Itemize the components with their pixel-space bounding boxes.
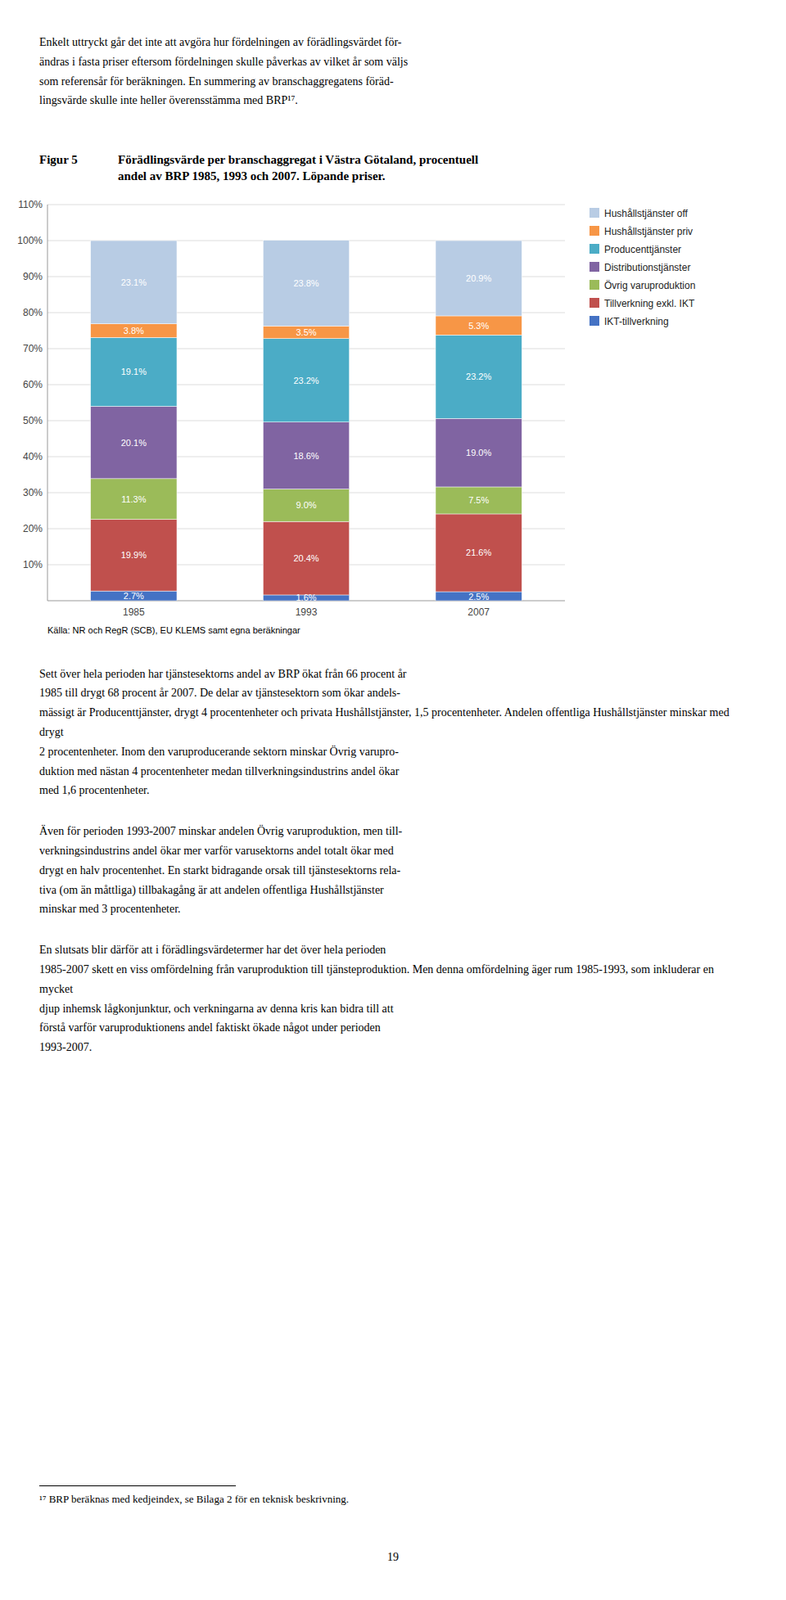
bar-segment — [90, 519, 177, 592]
y-tick-label: 60% — [22, 379, 43, 391]
chart: 10% 20% 30% 40% 50% 60% 70% 80% 90% 100% 110% 2.7% 1… — [0, 191, 786, 626]
bar-segment — [90, 406, 177, 479]
y-tick-label: 10% — [22, 559, 43, 571]
legend-entry: Tillverkning exkl. IKT — [604, 297, 696, 309]
data-label: 21.6% — [465, 547, 492, 558]
bar-segment — [90, 323, 177, 338]
bar-segment — [262, 239, 349, 326]
bar-segment — [435, 514, 522, 592]
paragraph: Även för perioden 1993-2007 minskar ande… — [39, 822, 747, 920]
grid-line — [47, 203, 565, 205]
y-tick-label: 100% — [17, 234, 43, 247]
y-tick-label: 30% — [22, 487, 43, 499]
legend-entry: IKT-tillverkning — [604, 315, 669, 327]
data-labels: 2.7% 1.6% 2.5% 19.9% 20.4% 21.6% 11.3% 9.0% 7.5%… — [121, 273, 493, 603]
y-tick-label: 90% — [22, 271, 43, 283]
bar-segment — [262, 521, 349, 596]
legend-entry: Distributionstjänster — [604, 261, 691, 273]
text-above: Enkelt uttryckt går det inte att avgöra … — [39, 32, 747, 111]
bars — [90, 239, 523, 601]
data-label: 19.9% — [121, 550, 147, 561]
x-tick-label: 2007 — [467, 606, 490, 619]
data-label: 3.8% — [123, 325, 145, 336]
data-label: 23.2% — [465, 371, 492, 382]
bar-segment — [262, 421, 349, 489]
data-label: 1.6% — [295, 592, 317, 603]
data-label: 23.1% — [121, 277, 147, 288]
figure-caption: Figur 5Förädlingsvärde per branschaggreg… — [39, 151, 747, 186]
footnote-separator — [39, 1486, 236, 1487]
figure-label: Figur 5 — [39, 151, 118, 186]
y-tick-label: 80% — [22, 307, 43, 319]
legend-entry: Hushållstjänster off — [604, 207, 688, 219]
chart-source: Källa: NR och RegR (SCB), EU KLEMS samt … — [47, 625, 786, 636]
data-label: 20.4% — [293, 553, 319, 564]
data-label: 2.7% — [123, 591, 145, 601]
data-label: 23.2% — [293, 374, 319, 385]
data-label: 23.8% — [293, 278, 319, 289]
bar-segment — [435, 316, 522, 335]
data-label: 20.9% — [465, 273, 492, 284]
data-label: 7.5% — [468, 495, 489, 506]
y-tick-label: 20% — [22, 523, 43, 535]
data-label: 2.5% — [468, 591, 489, 601]
legend-entry: Övrig varuproduktion — [604, 279, 696, 291]
legend-swatch — [589, 225, 600, 236]
data-label: 20.1% — [121, 437, 147, 448]
bar-segment — [90, 591, 177, 601]
bar-segment — [435, 591, 522, 601]
data-label: 11.3% — [121, 493, 147, 504]
data-label: 19.1% — [121, 366, 147, 377]
y-axis-line — [47, 204, 49, 601]
bar-segment — [90, 337, 177, 407]
legend-swatch — [589, 298, 600, 308]
legend-entry: Producenttjänster — [604, 243, 682, 255]
legend-swatch — [589, 280, 600, 290]
bar-segment — [262, 338, 349, 422]
bar-segment — [435, 334, 522, 419]
paragraph: Sett över hela perioden har tjänstesekto… — [39, 664, 747, 802]
bar-segment — [435, 240, 522, 317]
page-number: 19 — [0, 1551, 786, 1565]
x-tick-label: 1985 — [122, 606, 145, 619]
legend-swatch — [589, 207, 600, 218]
y-tick-label: 70% — [22, 343, 43, 355]
y-tick-label: 110% — [18, 198, 43, 211]
x-tick-label: 1993 — [295, 606, 318, 619]
data-label: 18.6% — [293, 450, 319, 461]
data-label: 19.0% — [465, 447, 492, 458]
paragraph: En slutsats blir därför att i förädlings… — [39, 940, 747, 1058]
bar-segment — [90, 240, 177, 325]
y-tick-label: 50% — [22, 415, 43, 427]
legend-swatch — [589, 262, 600, 272]
y-tick-label: 40% — [22, 451, 43, 463]
legend: Hushållstjänster off Hushållstjänster pri… — [589, 207, 696, 327]
bar-segment — [435, 418, 522, 488]
bar-segment — [90, 478, 177, 520]
data-label: 9.0% — [295, 500, 317, 511]
data-label: 5.3% — [468, 320, 489, 330]
bar-segment — [435, 487, 522, 515]
legend-swatch — [589, 243, 600, 254]
footnote: ¹⁷ BRP beräknas med kedjeindex, se Bilag… — [39, 1493, 349, 1507]
chart-title: Förädlingsvärde per branschaggregat i Vä… — [117, 151, 479, 186]
legend-entry: Hushållstjänster priv — [604, 225, 693, 237]
bar-segment — [262, 488, 349, 522]
legend-swatch — [589, 316, 600, 326]
bar-segment — [262, 325, 349, 339]
data-label: 3.5% — [295, 327, 317, 338]
